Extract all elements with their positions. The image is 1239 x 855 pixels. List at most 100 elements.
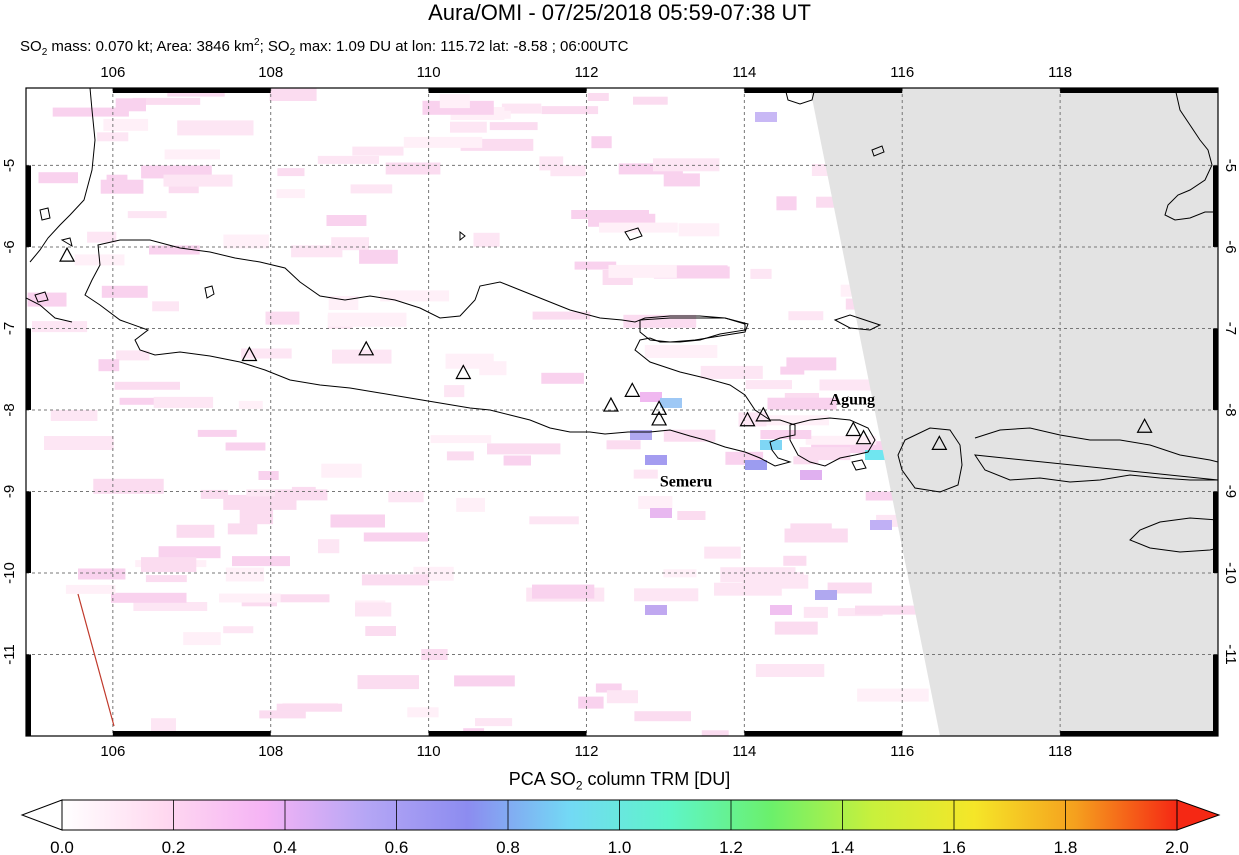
swath-pixel: [760, 430, 812, 439]
so2-pixel: [865, 450, 887, 460]
colorbar-tick-label: 1.8: [1054, 838, 1078, 855]
so2-summary-sub: 2: [41, 47, 48, 58]
swath-pixel: [44, 436, 114, 450]
volcano-triangle-icon: [624, 382, 641, 397]
swath-pixel: [27, 292, 67, 307]
lon-tick-label-bottom: 106: [100, 743, 125, 760]
tick-labels: 106 106 108 108 110 110 112 112 114 114 116 116 118 1…: [1, 64, 1239, 760]
swath-pixel: [238, 400, 263, 409]
map-frame: [25, 87, 1219, 737]
swath-pixel: [407, 707, 439, 718]
colorbar-tick-label: 0.2: [162, 838, 186, 855]
colorbar-tick-label: 0.6: [385, 838, 409, 855]
swath-pixel: [52, 107, 129, 117]
swath-pixel: [677, 511, 706, 520]
swath-pixel: [327, 312, 407, 327]
swath-pixel: [111, 592, 187, 603]
so2-pixel: [640, 392, 662, 402]
swath-pixel: [444, 385, 465, 398]
volcano-name-label: Agung: [830, 391, 875, 408]
colorbar-tick-label: 1.4: [831, 838, 855, 855]
coast-bali: [789, 417, 876, 467]
coast-sumbawa: [973, 427, 1218, 483]
swath-pixel: [176, 524, 215, 538]
volcano-markers: [59, 246, 1153, 450]
left-border-bar: [26, 165, 31, 247]
swath-pixel: [50, 410, 98, 421]
swath-pixel: [587, 93, 609, 101]
swath-pixel: [446, 451, 474, 461]
lat-tick-label-left: -11: [1, 644, 18, 665]
swath-pixel: [151, 718, 176, 733]
swath-pixel: [163, 174, 233, 187]
swath-pixel: [276, 703, 343, 712]
volcano-triangle-icon: [59, 246, 76, 262]
swath-pixel: [799, 447, 851, 461]
swath-pixel: [788, 311, 824, 321]
volcano-triangle-icon: [455, 364, 472, 380]
so2-pixel: [645, 605, 667, 615]
no-data-region: [810, 88, 1218, 736]
volcano-triangle-icon: [651, 410, 668, 426]
swath-pixel: [197, 429, 237, 437]
swath-pixel: [114, 381, 180, 390]
so2-pixel: [755, 112, 777, 122]
swath-pixel: [223, 626, 254, 634]
swath-pixel: [767, 397, 837, 410]
lat-tick-label-right: -6: [1222, 240, 1239, 253]
swath-pixel: [606, 690, 638, 704]
lat-tick-label-right: -7: [1222, 322, 1239, 335]
swath-pixel: [269, 88, 317, 101]
swath-pixel: [259, 710, 306, 719]
swath-pixel: [473, 232, 500, 247]
coast-sulawesi: [1164, 88, 1218, 221]
colorbar-title-sub: 2: [575, 778, 583, 793]
swath-pixel: [168, 184, 199, 194]
swath-pixel: [149, 245, 200, 255]
right-border-bar: [1213, 328, 1218, 410]
swath-pixel: [127, 211, 167, 219]
lon-tick-label-bottom: 114: [732, 743, 756, 760]
swath-pixel: [541, 372, 584, 384]
swath-pixel: [503, 455, 531, 466]
so2-pixel: [870, 520, 892, 530]
top-border-bar: [1060, 88, 1218, 93]
swath-pixel: [200, 489, 228, 499]
so2-summary-sub-2: 2: [289, 47, 296, 58]
coast-strait: [39, 207, 73, 248]
colorbar-max-arrow: [1176, 799, 1221, 831]
swath-pixel: [865, 491, 901, 501]
swath-pixel: [291, 245, 343, 258]
swath-pixel: [359, 249, 398, 264]
swath-pixel: [819, 379, 892, 391]
lat-tick-label-left: -6: [1, 240, 18, 253]
lat-tick-label-right: -8: [1222, 403, 1239, 416]
swath-pixel: [98, 359, 120, 372]
swath-pixel: [265, 311, 300, 325]
swath-pixel: [608, 264, 677, 278]
so2-summary-max: max: 1.09 DU at lon: 115.72 lat: -8.58 ;…: [295, 38, 629, 55]
so2-summary-sep: ; SO: [259, 38, 290, 55]
so2-pixel: [815, 590, 837, 600]
colorbar-tick-label: 0.0: [50, 838, 74, 855]
swath-pixel: [663, 569, 697, 578]
swath-pixel: [487, 443, 561, 455]
volcano-triangle-icon: [855, 429, 872, 445]
swath-pixel: [638, 496, 673, 509]
swath-pixel: [450, 121, 487, 133]
swath-pixel: [365, 626, 396, 636]
swath-pixel: [361, 574, 429, 586]
swath-pixel: [501, 103, 542, 114]
so2-summary: SO2 mass: 0.070 kt; Area: 3846 km2; SO2 …: [20, 34, 628, 62]
swath-pixel: [119, 397, 165, 405]
swath-pixel: [141, 557, 197, 573]
map-title: Aura/OMI - 07/25/2018 05:59-07:38 UT: [428, 0, 811, 25]
colorbar-title-prefix: PCA SO: [508, 769, 576, 789]
lon-tick-label-top: 114: [732, 64, 756, 81]
lat-tick-label-left: -9: [1, 485, 18, 498]
swath-pixel: [388, 491, 424, 503]
lat-tick-label-left: -8: [1, 403, 18, 416]
graticule: [26, 88, 1218, 736]
swath-pixel: [439, 94, 470, 109]
lat-tick-label-right: -11: [1222, 644, 1239, 665]
